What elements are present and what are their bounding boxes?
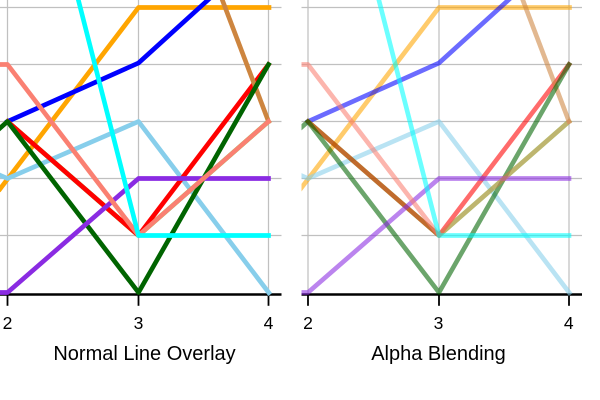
svg-text:3: 3 (134, 313, 144, 333)
svg-text:Normal Line Overlay: Normal Line Overlay (53, 343, 235, 365)
svg-text:2: 2 (3, 313, 13, 333)
svg-text:4: 4 (564, 313, 574, 333)
svg-text:3: 3 (434, 313, 444, 333)
svg-text:Alpha Blending: Alpha Blending (371, 343, 506, 365)
svg-text:2: 2 (303, 313, 313, 333)
svg-text:4: 4 (264, 313, 274, 333)
